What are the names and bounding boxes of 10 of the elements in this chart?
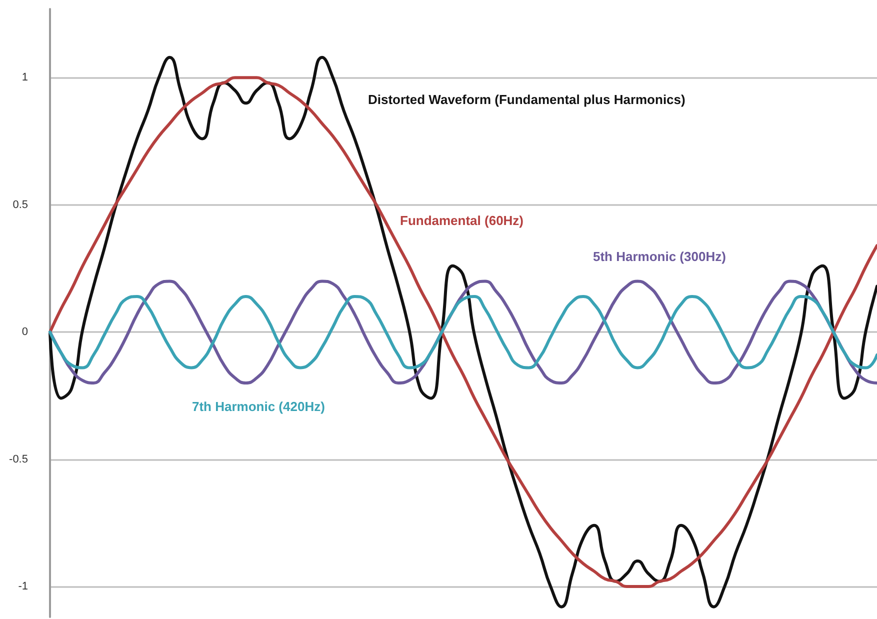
text: 7th Harmonic (420Hz) <box>192 399 325 414</box>
series-label: Fundamental (60Hz) <box>400 213 524 228</box>
y-tick-label: -0.5 <box>9 453 28 466</box>
y-tick-label: 1 <box>22 72 28 84</box>
line-series <box>48 294 877 370</box>
y-tick-label: 0.5 <box>12 198 28 211</box>
y-tick-label: 0 <box>22 326 28 338</box>
text: 5th Harmonic (300Hz) <box>593 249 726 264</box>
y-tick-label: -1 <box>18 580 28 592</box>
series-label: Distorted Waveform (Fundamental plus Harmonics) <box>368 92 686 107</box>
